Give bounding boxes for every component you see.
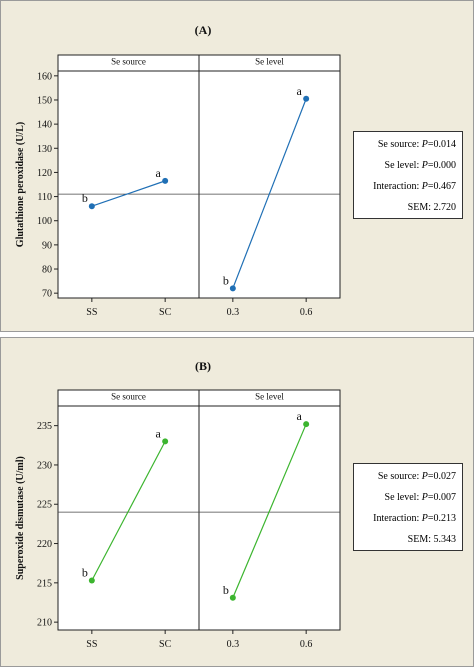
panel-label-b: (B) — [195, 359, 211, 373]
stats-value-a-0: =0.014 — [427, 139, 456, 150]
series-line-b-1 — [232, 423, 307, 599]
y-tick-label-a-3: 100 — [37, 216, 52, 227]
stats-name-a-2: Interaction: — [373, 181, 422, 192]
data-point-a-1-1 — [303, 95, 310, 102]
data-point-b-0-0 — [88, 577, 95, 584]
y-tick-label-a-4: 110 — [37, 192, 52, 203]
series-line-a-1 — [232, 98, 307, 289]
x-tick-label-a-1-0: 0.3 — [227, 307, 240, 318]
stats-p-b-1: P — [421, 492, 428, 503]
stats-row-a-1: Se level: P=0.000 — [354, 155, 456, 176]
y-tick-label-b-1: 215 — [37, 578, 52, 589]
stats-name-a-3: SEM: — [407, 202, 434, 213]
y-tick-label-b-4: 230 — [37, 460, 52, 471]
y-tick-label-a-9: 160 — [37, 71, 52, 82]
facet-title-b-1: Se level — [255, 392, 284, 402]
stats-value-b-3: 5.343 — [433, 534, 457, 545]
stats-value-a-1: =0.000 — [427, 160, 456, 171]
series-line-b-0 — [91, 441, 166, 581]
stats-value-b-0: =0.027 — [427, 471, 456, 482]
facet-title-b-0: Se source — [111, 392, 146, 402]
data-label-b-0-0: b — [82, 565, 88, 579]
stats-name-b-0: Se source: — [377, 471, 422, 482]
stats-p-a-1: P — [421, 160, 428, 171]
data-label-a-0-0: b — [82, 191, 88, 205]
stats-value-b-1: =0.007 — [427, 492, 456, 503]
y-axis-label-a: Glutathione peroxidase (U/L) — [15, 122, 26, 247]
y-tick-label-b-3: 225 — [37, 500, 52, 511]
y-tick-label-a-8: 150 — [37, 95, 52, 106]
y-axis-label-b: Superoxide dismutase (U/ml) — [15, 456, 26, 580]
stats-row-a-2: Interaction: P=0.467 — [354, 176, 456, 197]
y-tick-label-a-6: 130 — [37, 144, 52, 155]
y-tick-label-b-5: 235 — [37, 421, 52, 432]
y-tick-label-b-0: 210 — [37, 618, 52, 629]
stats-name-a-0: Se source: — [377, 139, 422, 150]
y-tick-label-a-0: 70 — [42, 289, 52, 300]
x-tick-label-a-0-0: SS — [86, 307, 97, 318]
stats-name-b-1: Se level: — [384, 492, 422, 503]
chart-panel-a: (A) 70 80 90 100 110 120 130 140 150 160 Glutathion… — [0, 0, 474, 332]
y-tick-label-b-2: 220 — [37, 539, 52, 550]
data-point-b-0-1 — [162, 438, 169, 445]
x-tick-label-a-0-1: SC — [159, 307, 172, 318]
data-point-a-1-0 — [229, 285, 236, 292]
stats-p-b-0: P — [421, 471, 428, 482]
stats-value-b-2: =0.213 — [427, 513, 456, 524]
facet-title-a-0: Se source — [111, 57, 146, 67]
data-point-a-0-1 — [162, 177, 169, 184]
data-label-b-0-1: a — [155, 426, 161, 440]
stats-row-b-1: Se level: P=0.007 — [354, 487, 456, 508]
data-label-a-0-1: a — [155, 166, 161, 180]
chart-a: (A) 70 80 90 100 110 120 130 140 150 160 Glutathion… — [15, 23, 341, 318]
y-tick-label-a-1: 80 — [42, 265, 52, 276]
x-tick-label-b-1-1: 0.6 — [300, 639, 313, 650]
stats-row-b-0: Se source: P=0.027 — [354, 466, 456, 487]
y-tick-label-a-5: 120 — [37, 168, 52, 179]
data-point-b-1-1 — [303, 421, 310, 428]
stats-box-a: Se source: P=0.014 Se level: P=0.000 Inter… — [353, 131, 463, 219]
x-tick-label-a-1-1: 0.6 — [300, 307, 313, 318]
panel-label-a: (A) — [195, 23, 212, 37]
stats-p-b-2: P — [421, 513, 428, 524]
stats-p-a-2: P — [421, 181, 428, 192]
stats-value-a-2: =0.467 — [427, 181, 456, 192]
stats-row-b-2: Interaction: P=0.213 — [354, 508, 456, 529]
x-tick-label-b-1-0: 0.3 — [227, 639, 240, 650]
stats-name-a-1: Se level: — [384, 160, 422, 171]
data-label-b-1-0: b — [223, 583, 229, 597]
x-tick-label-b-0-0: SS — [86, 639, 97, 650]
data-label-a-1-1: a — [296, 84, 302, 98]
y-tick-label-a-7: 140 — [37, 120, 52, 131]
chart-panel-b: (B) 210 215 220 225 230 235 Superoxide dismutas… — [0, 337, 474, 667]
stats-box-b: Se source: P=0.027 Se level: P=0.007 Inter… — [353, 463, 463, 551]
data-point-a-0-0 — [88, 203, 95, 210]
stats-value-a-3: 2.720 — [433, 202, 457, 213]
chart-b: (B) 210 215 220 225 230 235 Superoxide dismutas… — [15, 359, 341, 650]
facet-title-a-1: Se level — [255, 57, 284, 67]
stats-row-a-3: SEM: 2.720 — [354, 197, 456, 218]
x-tick-label-b-0-1: SC — [159, 639, 172, 650]
stats-row-b-3: SEM: 5.343 — [354, 529, 456, 550]
y-tick-label-a-2: 90 — [42, 240, 52, 251]
stats-p-a-0: P — [421, 139, 428, 150]
data-label-a-1-0: b — [223, 273, 229, 287]
data-label-b-1-1: a — [296, 409, 302, 423]
stats-row-a-0: Se source: P=0.014 — [354, 134, 456, 155]
stats-name-b-3: SEM: — [407, 534, 434, 545]
stats-name-b-2: Interaction: — [373, 513, 422, 524]
series-line-a-0 — [91, 180, 166, 207]
data-point-b-1-0 — [229, 594, 236, 601]
